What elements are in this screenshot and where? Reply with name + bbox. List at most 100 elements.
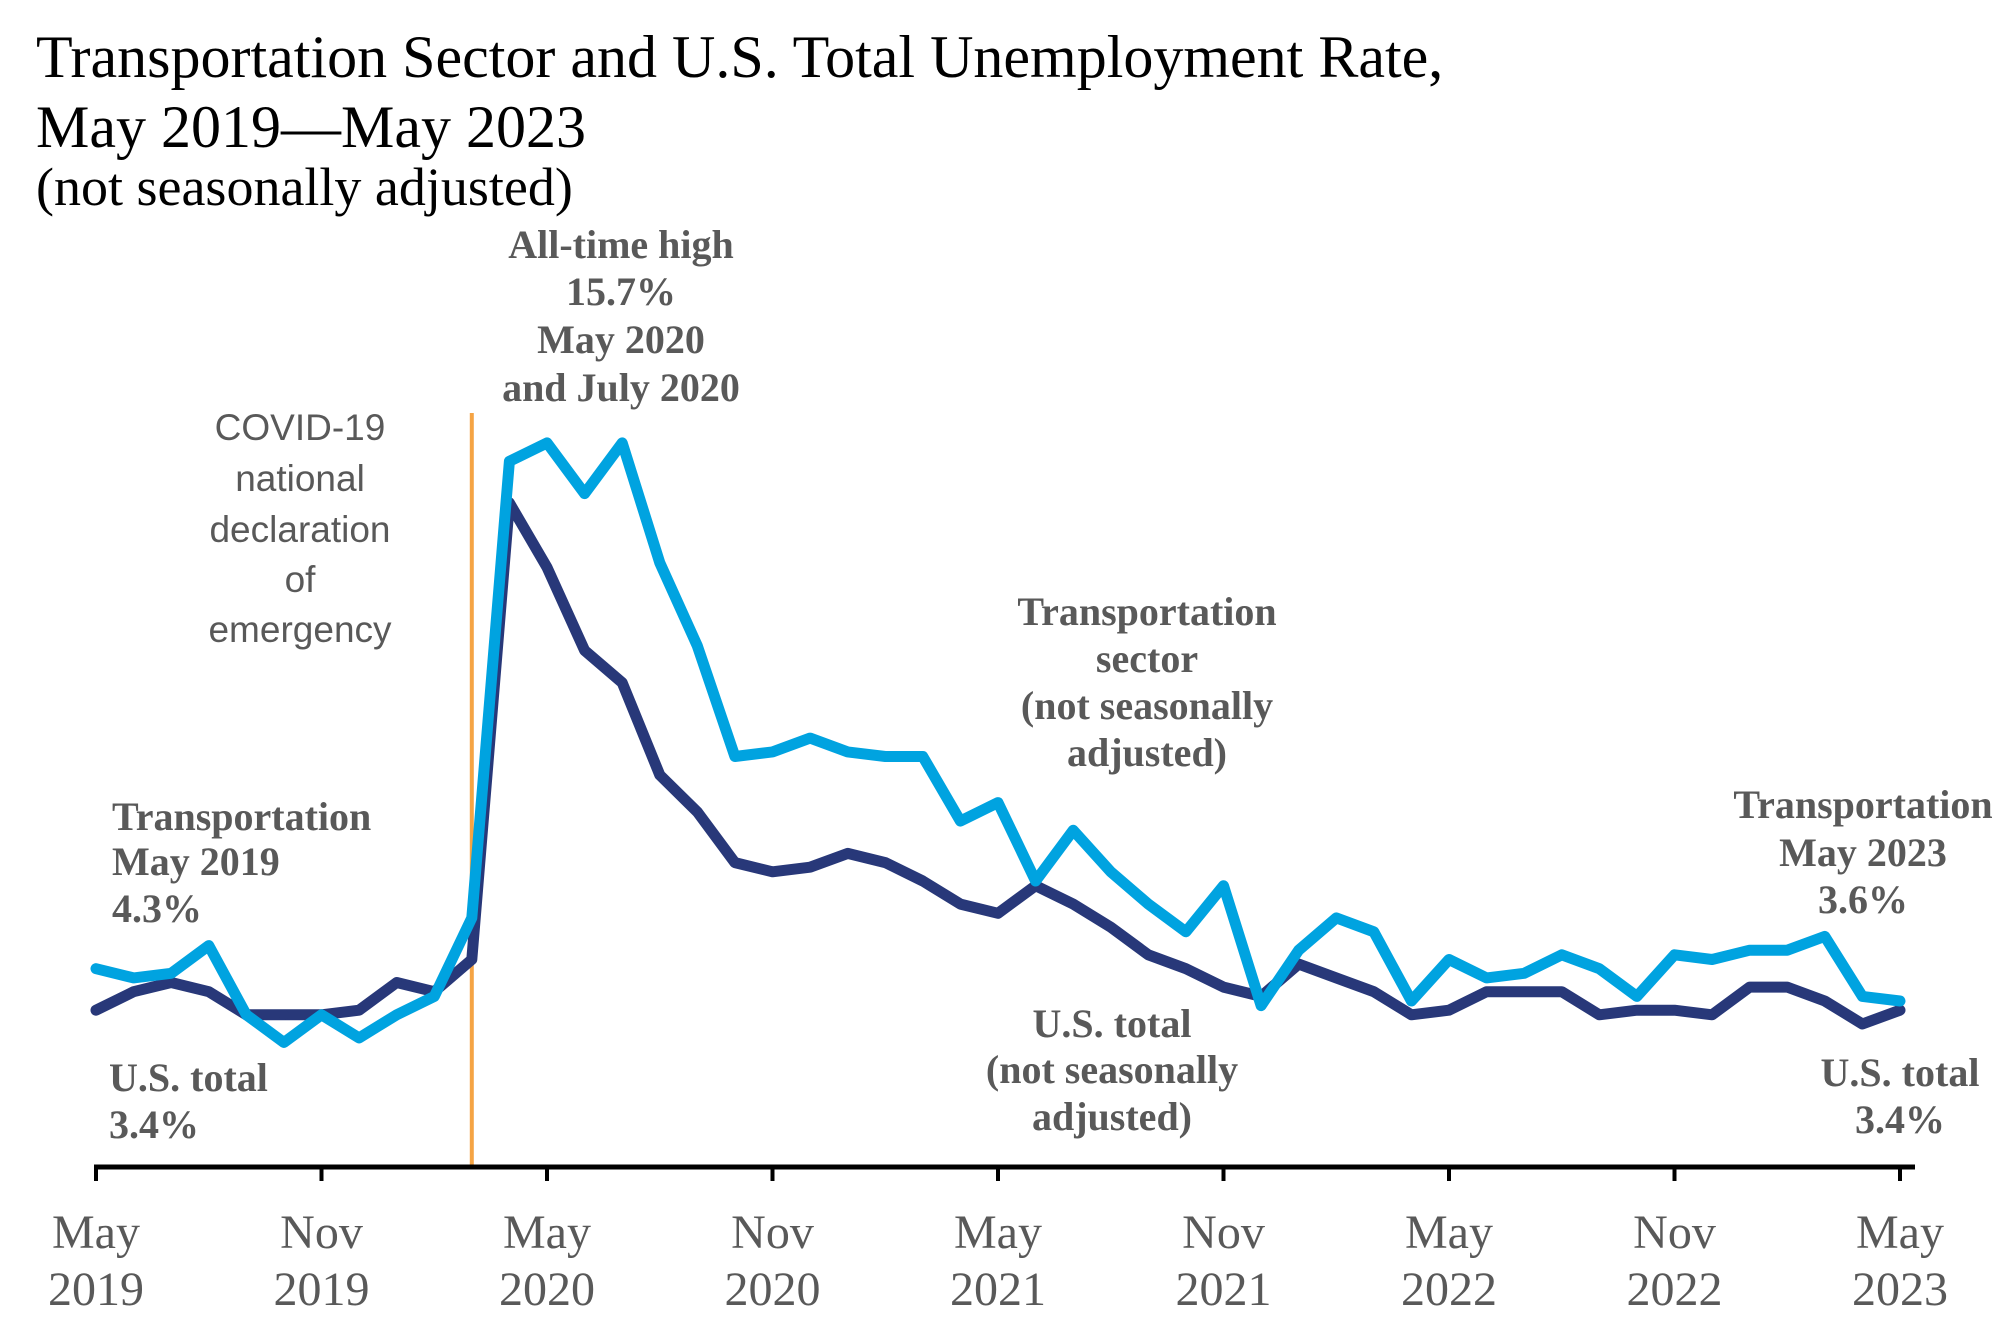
transportation-data-point (1744, 945, 1755, 956)
us-total-data-point (1068, 899, 1079, 910)
us-total-data-point (805, 862, 816, 873)
transportation-data-point (1256, 1000, 1267, 1011)
transportation-data-point (278, 1037, 289, 1048)
us-total-end-annotation: U.S. total 3.4% (1821, 1050, 1980, 1142)
transportation-start-value: 4.3% (112, 886, 202, 931)
us-total-data-point (1105, 922, 1116, 933)
transportation-start-annotation: Transportation May 2019 4.3% (112, 794, 371, 931)
us-total-data-point (1481, 986, 1492, 997)
us-total-data-point (1331, 972, 1342, 983)
transportation-data-point (1631, 991, 1642, 1002)
us-total-data-point (203, 986, 214, 997)
transportation-data-point (767, 746, 778, 757)
transportation-data-point (429, 991, 440, 1002)
transportation-data-point (1030, 876, 1041, 886)
transportation-data-point (354, 1032, 365, 1043)
transportation-data-point (1331, 912, 1342, 923)
transportation-data-point (1707, 954, 1718, 965)
transportation-data-point (241, 1009, 252, 1020)
title-line-2: May 2019—May 2023 (36, 94, 586, 160)
transportation-data-point (316, 1009, 327, 1020)
us-total-start-annotation: U.S. total 3.4% (109, 1055, 268, 1147)
us-total-data-point (391, 977, 402, 988)
transportation-start-date: May 2019 (112, 839, 280, 884)
us-total-data-point (354, 1005, 365, 1016)
us-total-data-point (579, 645, 590, 656)
transportation-series-label: Transportation sector (not seasonally ad… (1017, 589, 1276, 775)
us-total-data-point (1143, 949, 1154, 960)
series-label-line: U.S. total (1033, 1001, 1192, 1046)
series-label-line: Transportation (1017, 589, 1276, 634)
transportation-data-point (1368, 926, 1379, 937)
us-total-data-point (692, 806, 703, 817)
us-total-data-point (1594, 1009, 1605, 1020)
transportation-data-point (842, 746, 853, 757)
transportation-data-point (880, 751, 891, 762)
us-total-data-point (1368, 986, 1379, 997)
us-total-data-point (1669, 1005, 1680, 1016)
us-total-data-point (917, 876, 928, 886)
us-total-data-point (842, 848, 853, 859)
transportation-data-point (1857, 991, 1868, 1002)
covid-emergency-label: COVID-19 national declaration of emergen… (208, 407, 392, 650)
us-total-data-point (767, 866, 778, 877)
transportation-data-point (1519, 968, 1530, 979)
us-total-data-point (1519, 986, 1530, 997)
transportation-data-point (917, 751, 928, 762)
x-tick-label-year: 2021 (1176, 1263, 1272, 1316)
x-axis-ticks: May2019Nov2019May2020Nov2020May2021Nov20… (48, 1165, 1948, 1316)
us-total-start-value: 3.4% (109, 1102, 199, 1147)
us-total-series (90, 497, 1906, 1030)
x-tick-label-month: Nov (1182, 1206, 1265, 1259)
transportation-data-point (1444, 954, 1454, 965)
transportation-data-point (1895, 996, 1905, 1006)
transportation-end-value: 3.6% (1818, 877, 1908, 922)
transportation-data-point (1782, 945, 1793, 956)
transportation-end-label: Transportation (1733, 782, 1992, 827)
us-total-data-point (1444, 1005, 1454, 1016)
peak-annotation-line: May 2020 (537, 317, 705, 362)
us-total-data-point (617, 677, 628, 688)
transportation-data-point (1406, 996, 1417, 1006)
us-total-data-point (1707, 1009, 1718, 1020)
transportation-data-point (203, 940, 214, 951)
x-tick-label-month: May (503, 1206, 591, 1259)
peak-annotation-line: and July 2020 (502, 365, 740, 410)
us-total-data-point (729, 857, 740, 868)
us-total-data-point (278, 1009, 289, 1020)
transportation-data-point (1143, 899, 1154, 910)
transportation-data-point (1218, 880, 1229, 891)
transportation-series (90, 437, 1906, 1048)
series-label-line: (not seasonally (986, 1047, 1238, 1092)
transportation-data-point (1669, 949, 1680, 960)
transportation-data-point (579, 488, 590, 499)
us-total-data-point (993, 908, 1003, 919)
us-total-data-point (1406, 1009, 1417, 1020)
x-tick-label-year: 2019 (48, 1263, 144, 1316)
x-tick-label-month: Nov (280, 1206, 363, 1259)
us-total-data-point (91, 1005, 101, 1016)
us-total-data-point (1180, 963, 1191, 974)
us-total-data-point (166, 977, 177, 988)
us-total-end-value: 3.4% (1855, 1097, 1945, 1142)
transportation-data-point (1481, 972, 1492, 983)
us-total-data-point (880, 857, 891, 868)
us-total-data-point (128, 986, 139, 997)
x-tick-label-year: 2022 (1401, 1263, 1497, 1316)
us-total-data-point (1782, 982, 1793, 993)
us-total-data-point (654, 770, 665, 780)
event-label-line: declaration (209, 509, 390, 550)
transportation-data-point (993, 797, 1003, 808)
us-total-data-point (1218, 982, 1229, 993)
series-label-line: adjusted) (1067, 730, 1227, 775)
us-total-start-label: U.S. total (109, 1055, 268, 1100)
transportation-data-point (654, 557, 665, 568)
title-line-1: Transportation Sector and U.S. Total Une… (36, 24, 1443, 90)
event-label-line: of (285, 559, 317, 600)
transportation-data-point (729, 751, 740, 762)
